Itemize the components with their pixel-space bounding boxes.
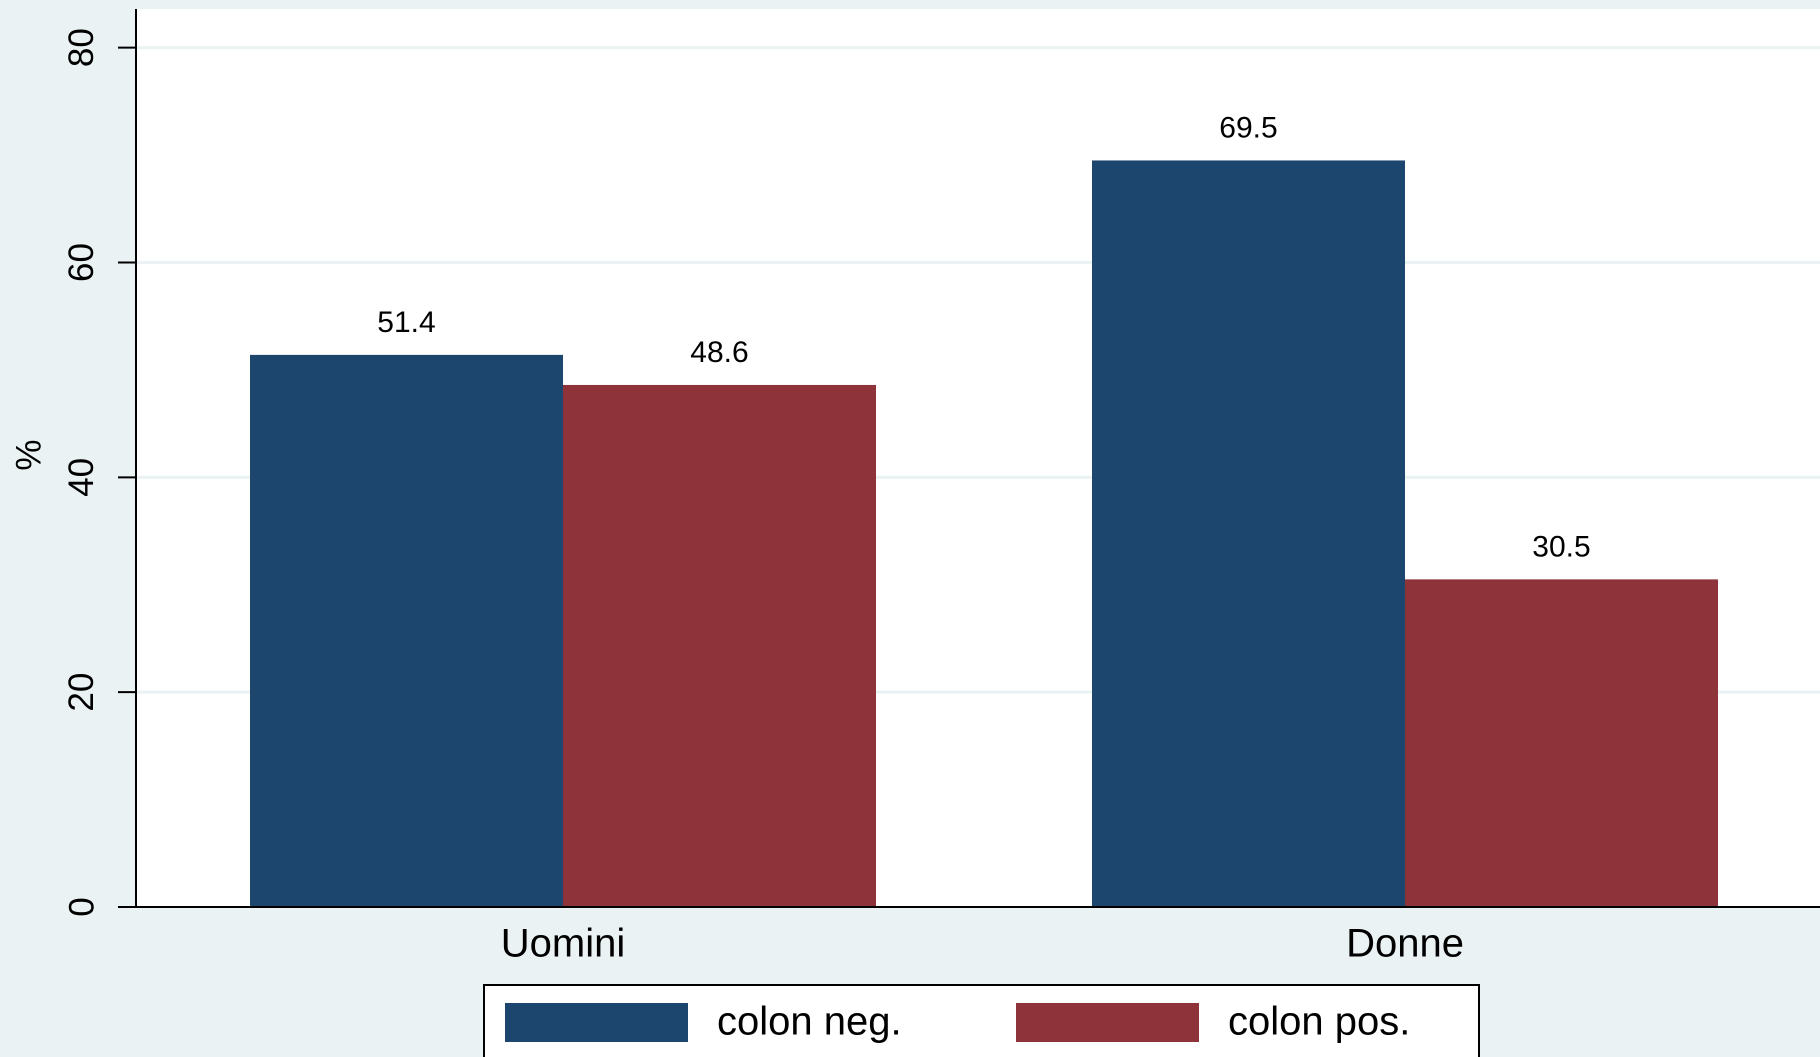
value-label: 48.6	[690, 336, 748, 369]
value-label: 51.4	[377, 306, 435, 339]
y-tick-label: 0	[62, 897, 101, 916]
x-tick-label: Uomini	[501, 922, 625, 966]
legend-label: colon pos.	[1228, 1000, 1410, 1044]
legend-swatch	[1016, 1003, 1199, 1042]
y-tick-label: 20	[62, 673, 101, 712]
bar	[563, 384, 876, 908]
bar	[1405, 579, 1718, 907]
bar	[1092, 160, 1405, 908]
y-tick-label: 40	[62, 458, 101, 497]
value-label: 69.5	[1219, 111, 1277, 144]
bar	[250, 354, 563, 907]
y-tick-label: 80	[62, 28, 101, 67]
y-axis-label: %	[9, 439, 48, 470]
value-label: 30.5	[1532, 530, 1590, 563]
y-tick-label: 60	[62, 243, 101, 282]
legend-label: colon neg.	[717, 1000, 902, 1044]
legend-swatch	[505, 1003, 688, 1042]
x-tick-label: Donne	[1346, 922, 1464, 966]
